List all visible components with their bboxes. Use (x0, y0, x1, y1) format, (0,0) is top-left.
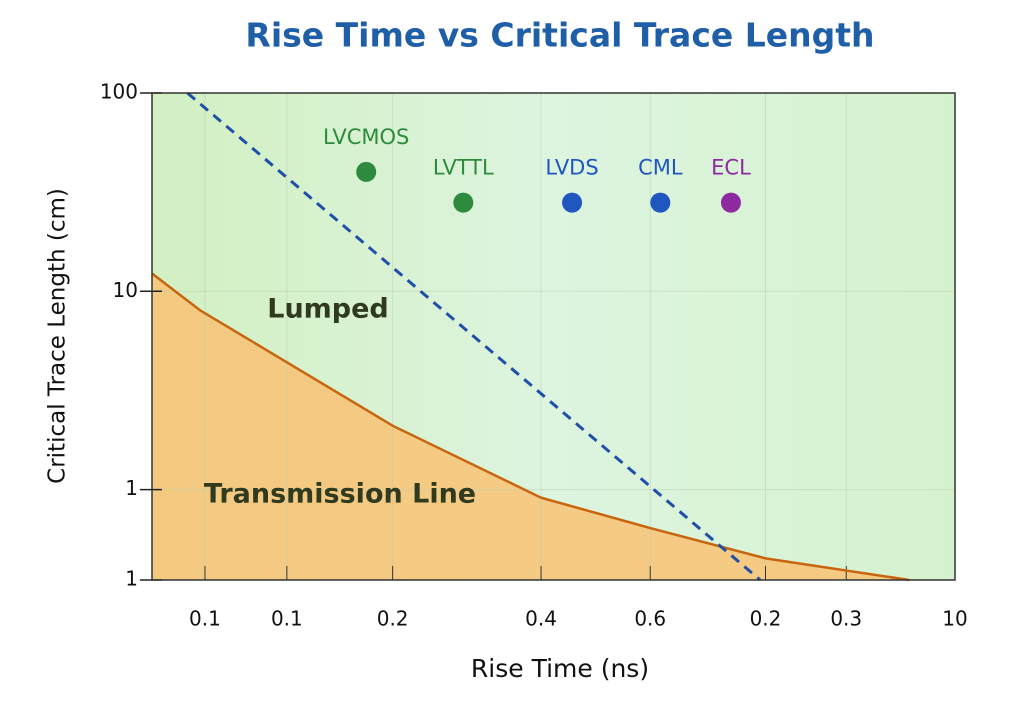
point-label: ECL (711, 156, 751, 180)
transmission-region (152, 273, 910, 580)
y-axis-label: Critical Trace Length (cm) (45, 188, 71, 484)
region-label: Transmission Line (204, 479, 476, 510)
x-tick-label: 0.1 (189, 607, 221, 631)
x-tick-label: 10 (942, 607, 967, 631)
logic-point (453, 192, 474, 213)
logic-point (356, 161, 377, 182)
y-tick-label: 10 (113, 278, 138, 302)
x-tick-label: 0.3 (830, 607, 862, 631)
x-tick-label: 0.4 (525, 607, 557, 631)
plot-frame (151, 92, 956, 581)
logic-point (650, 192, 671, 213)
y-tick-label: 1 (125, 476, 138, 500)
logic-point (720, 192, 741, 213)
x-axis-label: Rise Time (ns) (471, 654, 649, 683)
point-label: LVTTL (433, 156, 494, 180)
point-label: CML (638, 156, 683, 180)
point-label: LVDS (545, 156, 598, 180)
chart-title: Rise Time vs Critical Trace Length (245, 16, 874, 55)
x-tick-label: 0.1 (271, 607, 303, 631)
boundary-curve (151, 272, 910, 582)
x-tick-label: 0.6 (634, 607, 666, 631)
y-tick-label: 100 (100, 80, 138, 104)
x-tick-label: 0.2 (377, 607, 409, 631)
region-label: Lumped (267, 294, 389, 325)
dashed-line (186, 91, 762, 582)
point-label: LVCMOS (323, 125, 409, 149)
x-tick-label: 0.2 (750, 607, 782, 631)
y-tick-label: 1 (125, 567, 138, 591)
logic-point (562, 192, 583, 213)
